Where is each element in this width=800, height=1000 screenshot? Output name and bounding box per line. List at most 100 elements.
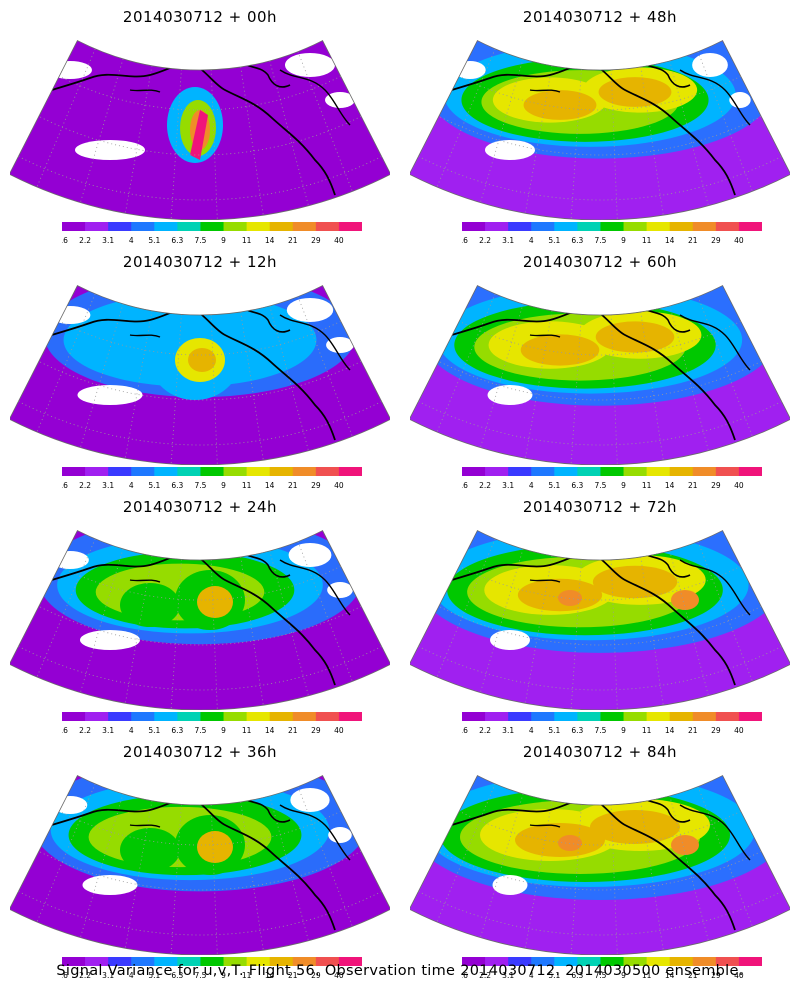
colorbar-swatch [600,957,625,966]
colorbar-tick-label: 40 [734,971,744,980]
colorbar-tick-label: 3.1 [502,726,514,735]
colorbar-tick-label: 3.1 [502,481,514,490]
colorbar-swatch [154,467,178,476]
colorbar-tick-label: 1.6 [62,726,68,735]
colorbar-tick-label: 2.2 [79,236,91,245]
panel-title: 2014030712 + 72h [522,498,678,516]
colorbar-tick-label: 6.3 [571,726,583,735]
colorbar-swatch [623,712,648,721]
colorbar-tick-label: 3.1 [102,236,114,245]
colorbar-swatch [554,712,578,721]
colorbar-tick-label: 9 [621,971,626,980]
colorbar-swatch [554,467,578,476]
colorbar-tick-label: 2.2 [479,971,491,980]
colorbar-swatch [485,222,509,231]
colorbar-tick-label: 29 [311,726,321,735]
colorbar-swatch [577,712,601,721]
colorbar-swatch [462,222,486,231]
colorbar-tick-label: 4 [529,481,534,490]
colorbar-tick-label: 2.2 [479,726,491,735]
colorbar-swatch [315,222,340,231]
variance-map [410,530,790,710]
colorbar-tick-label: 14 [265,726,275,735]
map-panel: 2014030712 + 72h 1.6 2.2 3.1 4 5.1 6.3 7.5 9 11 14… [400,490,800,735]
colorbar-swatch [646,712,671,721]
colorbar-swatch [462,957,486,966]
colorbar-tick-label: 29 [711,236,721,245]
colorbar-swatch [738,712,762,721]
colorbar-tick-label: 14 [265,481,275,490]
variance-map [410,285,790,465]
colorbar-swatch [177,712,201,721]
panel-title: 2014030712 + 84h [522,743,678,761]
colorbar-tick-label: 5.1 [148,971,160,980]
colorbar-swatch [246,957,271,966]
colorbar-swatch [531,712,555,721]
colorbar-swatch [508,957,532,966]
colorbar-swatch [131,712,155,721]
colorbar-swatch [623,467,648,476]
colorbar-tick-label: 9 [621,481,626,490]
colorbar-tick-label: 40 [334,481,344,490]
colorbar-tick-label: 3.1 [102,726,114,735]
colorbar-tick-label: 14 [265,971,275,980]
panel-title: 2014030712 + 36h [122,743,278,761]
colorbar-swatch [62,467,86,476]
colorbar-swatch [177,222,201,231]
colorbar-swatch [108,222,132,231]
map-panel: 2014030712 + 36h 1.6 2.2 3.1 4 5.1 6.3 7.5 9 11 14… [0,735,400,980]
colorbar-tick-label: 6.3 [171,726,183,735]
colorbar-swatch [62,712,86,721]
colorbar-swatch [715,467,740,476]
colorbar-swatch [269,712,294,721]
colorbar-tick-label: 40 [334,236,344,245]
colorbar-swatch [623,957,648,966]
colorbar-swatch [62,222,86,231]
colorbar-tick-label: 7.5 [194,236,206,245]
colorbar-tick-label: 21 [288,236,298,245]
colorbar-tick-label: 5.1 [548,726,560,735]
map-panel: 2014030712 + 12h 1.6 2.2 3.1 4 5.1 6.3 7.5 9 11 14… [0,245,400,490]
colorbar-swatch [577,222,601,231]
colorbar-swatch [554,222,578,231]
colorbar-swatch [338,222,362,231]
colorbar-tick-label: 6.3 [171,236,183,245]
colorbar-swatch [738,957,762,966]
colorbar-tick-label: 29 [711,726,721,735]
panel-title: 2014030712 + 60h [522,253,678,271]
colorbar-swatch [131,467,155,476]
colorbar-swatch [85,222,109,231]
colorbar-tick-label: 11 [242,726,252,735]
colorbar-swatch [154,712,178,721]
colorbar-swatch [646,957,671,966]
colorbar-swatch [508,222,532,231]
colorbar-tick-label: 9 [221,971,226,980]
colorbar-tick-label: 7.5 [194,971,206,980]
colorbar-swatch [246,222,271,231]
colorbar-swatch [315,467,340,476]
colorbar-tick-label: 6.3 [571,971,583,980]
colorbar-tick-label: 21 [688,481,698,490]
figure-caption: Signal Variance for u,v,T. Flight 56. Ob… [56,963,744,979]
colorbar-swatch [315,712,340,721]
map-panel: 2014030712 + 60h 1.6 2.2 3.1 4 5.1 6.3 7.5 9 11 14… [400,245,800,490]
colorbar-tick-label: 6.3 [171,971,183,980]
colorbar-tick-label: 2.2 [79,481,91,490]
colorbar-tick-label: 7.5 [594,236,606,245]
colorbar-tick-label: 4 [129,726,134,735]
colorbar-tick-label: 9 [621,236,626,245]
colorbar-tick-label: 40 [334,971,344,980]
colorbar-swatch [669,957,694,966]
colorbar-swatch [269,467,294,476]
colorbar-tick-label: 3.1 [502,236,514,245]
colorbar-swatch [738,222,762,231]
colorbar-tick-label: 6.3 [571,481,583,490]
colorbar-tick-label: 1.6 [462,971,468,980]
colorbar-swatch [600,467,625,476]
colorbar-swatch [600,712,625,721]
colorbar-tick-label: 3.1 [102,971,114,980]
colorbar-swatch [715,222,740,231]
variance-map [10,530,390,710]
colorbar-tick-label: 11 [642,481,652,490]
colorbar-swatch [292,467,317,476]
